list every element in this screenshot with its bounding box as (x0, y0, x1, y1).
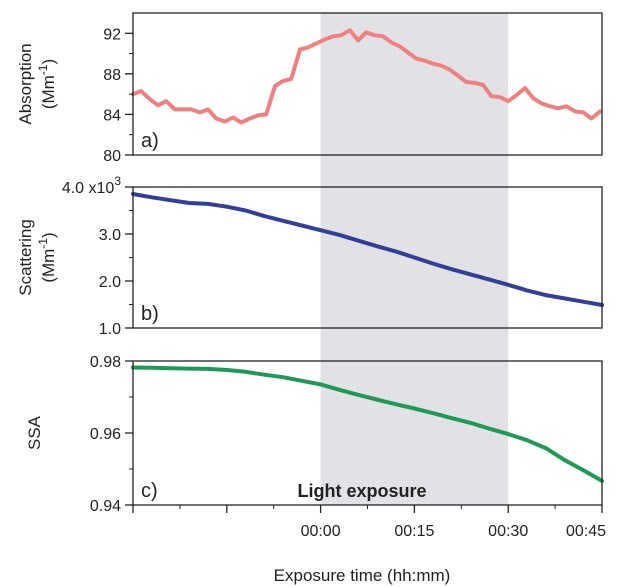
x-tick-label: 00:00 (301, 523, 341, 540)
x-tick-label: 00:30 (488, 523, 528, 540)
x-tick-label: 00:45 (566, 523, 606, 540)
scattering-scale-label: 4.0 x103 (62, 174, 121, 197)
x-axis-title: Exposure time (hh:mm) (274, 566, 451, 585)
y-tick-label: 0.94 (90, 498, 121, 515)
y-axis-title: SSA (25, 415, 44, 450)
series-line-3-1 (131, 365, 604, 483)
y-tick-label: 0.98 (90, 354, 121, 371)
y-tick-label: 80 (103, 148, 121, 165)
y-tick-label: 88 (103, 67, 121, 84)
y-axis-unit: (Mm-1) (36, 232, 58, 282)
x-tick-label: 00:15 (394, 523, 434, 540)
series-line-2-1 (131, 192, 604, 307)
y-tick-label: 92 (103, 26, 121, 43)
light-exposure-label: Light exposure (297, 481, 426, 501)
y-tick-label: 2.0 (99, 274, 121, 291)
y-axis-unit: (Mm-1) (36, 59, 58, 109)
y-tick-label: 0.96 (90, 426, 121, 443)
panel-label: a) (141, 130, 159, 152)
panel-label: b) (141, 303, 159, 325)
y-tick-label: 3.0 (99, 227, 121, 244)
y-axis-title: Absorption (16, 43, 35, 124)
y-tick-label: 84 (103, 107, 121, 124)
y-tick-label: 1.0 (99, 321, 121, 338)
panel-label: c) (141, 480, 158, 502)
y-axis-title: Scattering (16, 219, 35, 296)
panel-frame-1 (132, 12, 603, 156)
series-line-1-1 (131, 28, 603, 125)
